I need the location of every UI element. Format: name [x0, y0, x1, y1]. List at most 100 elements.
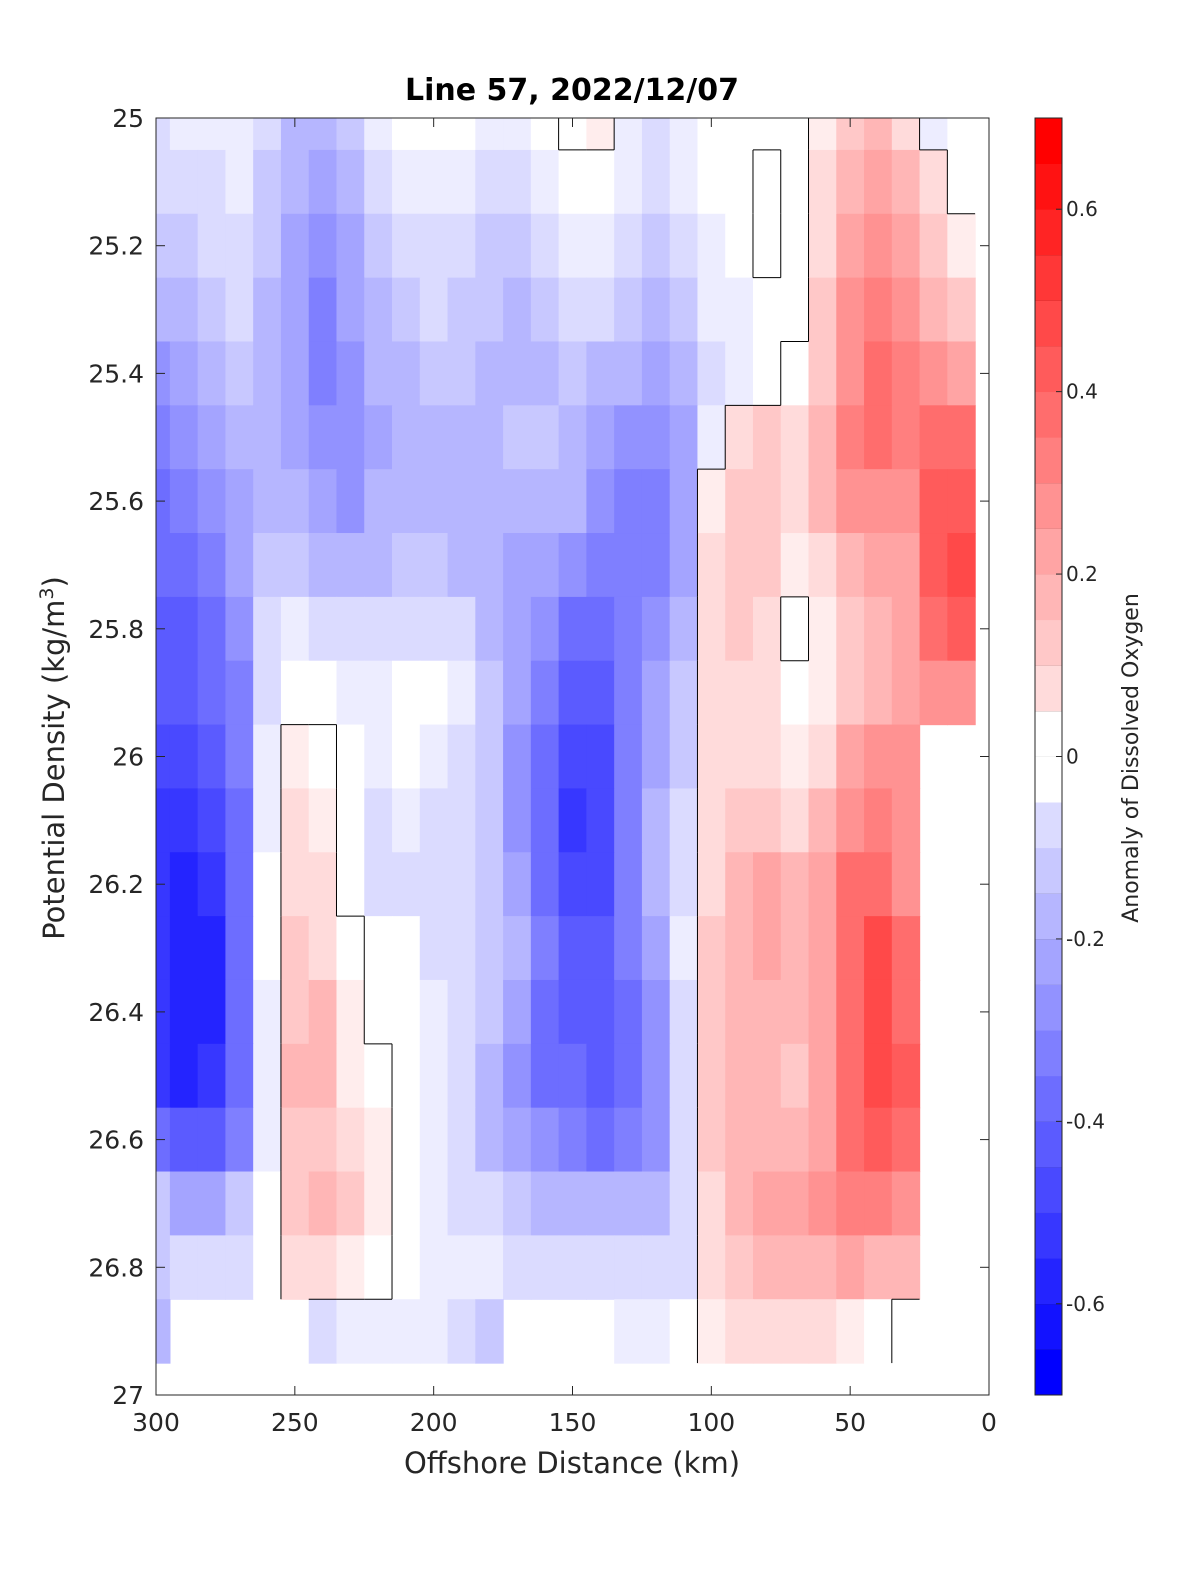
heatmap-cell: [780, 213, 810, 279]
chart-title: Line 57, 2022/12/07: [405, 73, 739, 108]
heatmap-cell: [225, 1235, 254, 1300]
colorbar-band: [1035, 710, 1062, 757]
heatmap-cell: [864, 724, 893, 790]
heatmap-cell: [475, 1299, 504, 1364]
heatmap-cell: [225, 533, 254, 598]
heatmap-cell: [641, 1171, 671, 1236]
heatmap-cell: [614, 149, 643, 215]
heatmap-cell: [752, 916, 782, 981]
heatmap-cell: [864, 788, 893, 853]
heatmap-cell: [447, 341, 476, 406]
heatmap-cell: [947, 213, 976, 279]
heatmap-cell: [836, 660, 865, 726]
heatmap-cell: [197, 979, 227, 1045]
heatmap-cell: [225, 979, 254, 1045]
colorbar-band: [1035, 938, 1062, 985]
heatmap-cell: [725, 1171, 754, 1236]
heatmap-cell: [641, 469, 671, 534]
heatmap-cell: [475, 916, 504, 981]
heatmap-cell: [641, 660, 671, 726]
heatmap-cell: [836, 596, 865, 662]
heatmap-cell: [808, 724, 837, 790]
heatmap-cell: [558, 724, 587, 790]
heatmap-cell: [725, 916, 754, 981]
y-tick-label: 26.4: [88, 998, 144, 1027]
heatmap-cell: [725, 1299, 754, 1364]
heatmap-cell: [447, 1107, 476, 1173]
heatmap-cell: [614, 341, 643, 406]
heatmap-cell: [808, 788, 837, 853]
heatmap-cell: [253, 788, 282, 853]
heatmap-cell: [156, 788, 171, 853]
heatmap-cell: [336, 149, 365, 215]
heatmap-cell: [169, 118, 199, 151]
heatmap-cell: [919, 213, 948, 279]
heatmap-cell: [419, 533, 449, 598]
heatmap-cell: [419, 213, 449, 279]
heatmap-cell: [225, 149, 254, 215]
heatmap-cell: [419, 596, 449, 662]
heatmap-cell: [475, 852, 504, 917]
heatmap-cell: [725, 852, 754, 917]
heatmap-cell: [558, 213, 587, 279]
heatmap-cell: [864, 852, 893, 917]
heatmap-cell: [364, 724, 393, 790]
heatmap-cell: [891, 213, 921, 279]
heatmap-cell: [891, 277, 921, 343]
x-axis-label: Offshore Distance (km): [404, 1446, 740, 1480]
heatmap-cell: [336, 118, 365, 151]
heatmap-cell: [447, 1235, 476, 1300]
heatmap-cell: [725, 1235, 754, 1300]
colorbar: [1035, 117, 1062, 1396]
heatmap-cell: [447, 1171, 476, 1236]
heatmap-cell: [614, 1043, 643, 1109]
colorbar-band: [1035, 984, 1062, 1031]
heatmap-cell: [725, 724, 754, 790]
heatmap-cell: [891, 916, 921, 981]
heatmap-cell: [336, 405, 365, 470]
heatmap-cell: [253, 1235, 282, 1300]
heatmap-cell: [280, 149, 310, 215]
heatmap-cell: [836, 149, 865, 215]
heatmap-cell: [641, 213, 671, 279]
heatmap-cell: [752, 979, 782, 1045]
heatmap-cell: [308, 1235, 338, 1300]
heatmap-cell: [336, 788, 365, 853]
heatmap-cell: [156, 660, 171, 726]
heatmap-cell: [558, 788, 587, 853]
heatmap-cell: [169, 469, 199, 534]
heatmap-cell: [586, 916, 615, 981]
heatmap-cell: [919, 469, 948, 534]
heatmap-cell: [558, 1171, 587, 1236]
heatmap-cell: [864, 149, 893, 215]
heatmap-cell: [586, 213, 615, 279]
heatmap-cell: [836, 979, 865, 1045]
heatmap-cell: [253, 1043, 282, 1109]
heatmap-cell: [836, 469, 865, 534]
heatmap-cell: [392, 660, 421, 726]
zero-contour: [280, 118, 976, 1364]
heatmap-cell: [364, 1235, 393, 1300]
heatmap-cell: [280, 596, 310, 662]
y-tick-label: 25.4: [88, 359, 144, 388]
heatmap-cell: [156, 277, 171, 343]
heatmap-cell: [530, 405, 560, 470]
heatmap-cell: [364, 660, 393, 726]
heatmap-cell: [808, 1171, 837, 1236]
heatmap-cell: [919, 405, 948, 470]
heatmap-cell: [280, 660, 310, 726]
heatmap-cell: [225, 788, 254, 853]
heatmap-cell: [225, 213, 254, 279]
heatmap-cell: [392, 1107, 421, 1173]
x-tick-label: 150: [549, 1408, 597, 1437]
heatmap-cell: [530, 852, 560, 917]
heatmap-cell: [419, 1171, 449, 1236]
colorbar-band: [1035, 346, 1062, 393]
heatmap-cell: [669, 1043, 699, 1109]
heatmap-cell: [669, 788, 699, 853]
heatmap-cell: [475, 149, 504, 215]
heatmap-cell: [919, 533, 948, 598]
x-tick-label: 50: [834, 1408, 866, 1437]
heatmap-cell: [392, 277, 421, 343]
heatmap-cell: [336, 1299, 365, 1364]
